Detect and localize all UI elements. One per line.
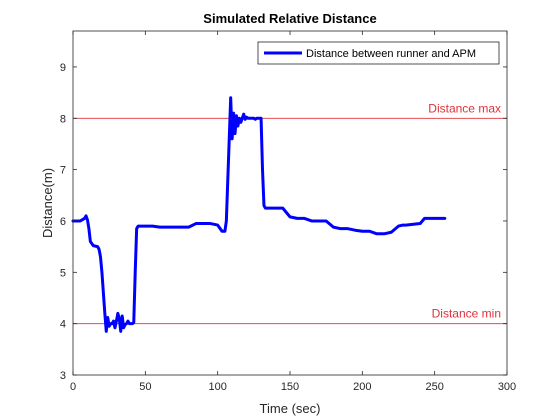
legend: Distance between runner and APM: [257, 41, 500, 65]
series-line: [71, 96, 447, 333]
x-tick-label: 300: [498, 381, 516, 393]
legend-entry-label: Distance between runner and APM: [306, 48, 476, 60]
plot-area: [73, 31, 507, 375]
y-tick-label: 3: [60, 370, 66, 382]
y-tick-label: 8: [60, 113, 66, 125]
reference-line-label: Distance max: [428, 101, 501, 115]
x-tick-label: 250: [425, 381, 443, 393]
y-tick-label: 7: [60, 165, 66, 177]
y-tick-label: 9: [60, 62, 66, 74]
y-axis-label: Distance(m): [40, 168, 55, 238]
x-tick-label: 50: [139, 381, 151, 393]
x-tick-label: 0: [70, 381, 76, 393]
y-tick-label: 5: [60, 267, 66, 279]
x-tick-label: 150: [281, 381, 299, 393]
legend-box: [257, 41, 500, 65]
reference-line-label: Distance min: [432, 307, 501, 321]
y-tick-label: 4: [60, 319, 66, 331]
x-tick-label: 100: [208, 381, 226, 393]
x-axis-label: Time (sec): [260, 401, 321, 416]
y-tick-label: 6: [60, 216, 66, 228]
x-tick-label: 200: [353, 381, 371, 393]
chart-title: Simulated Relative Distance: [203, 11, 376, 26]
